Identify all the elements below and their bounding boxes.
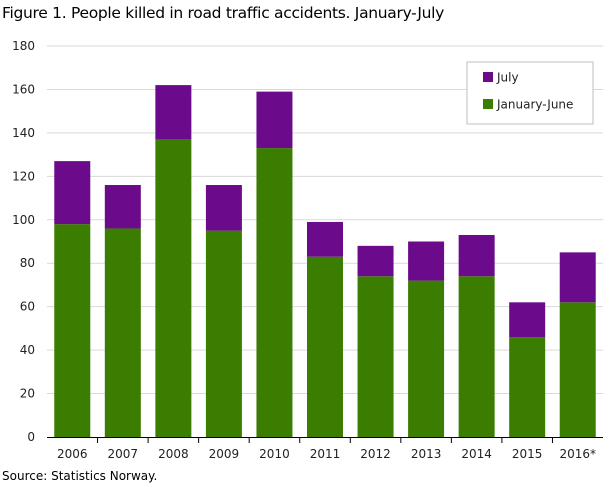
y-tick-label: 60 [20, 300, 35, 314]
bar-july-2014 [458, 234, 495, 277]
y-tick-label: 160 [12, 82, 35, 96]
y-tick-label: 20 [20, 387, 35, 401]
legend: July January-June [466, 61, 594, 125]
bar-january-june-2012 [357, 276, 394, 437]
x-tick-label: 2011 [310, 447, 341, 461]
x-tick-label: 2012 [360, 447, 391, 461]
bar-july-2009 [205, 185, 242, 231]
y-tick-label: 140 [12, 126, 35, 140]
legend-box [466, 61, 594, 125]
bar-january-june-2006 [54, 224, 91, 437]
bar-july-2015 [509, 302, 546, 338]
bar-january-june-2007 [104, 228, 141, 437]
chart-title: Figure 1. People killed in road traffic … [2, 4, 445, 22]
x-tick-labels: 2006 2007 2008 2009 2010 2011 2012 2013 2014 2015… [57, 447, 596, 461]
legend-swatch-july [483, 72, 493, 82]
x-tick-label: 2007 [108, 447, 139, 461]
bar-january-june-2011 [307, 256, 343, 437]
bar-july-2011 [307, 221, 343, 257]
bar-january-june-2013 [408, 280, 445, 437]
x-tick-label: 2015 [512, 447, 543, 461]
bar-january-june-2014 [458, 276, 495, 437]
bar-july-2008 [155, 85, 192, 140]
chart-source: Source: Statistics Norway. [2, 469, 158, 483]
x-tick-label: 2009 [209, 447, 240, 461]
x-tick-label: 2016* [559, 447, 596, 461]
bar-january-june-2016 [559, 302, 596, 437]
x-tick-label: 2014 [461, 447, 492, 461]
x-tick-label: 2006 [57, 447, 88, 461]
x-tick-label: 2010 [259, 447, 290, 461]
y-tick-label: 0 [27, 430, 35, 444]
bar-july-2006 [54, 161, 91, 225]
bar-july-2016 [559, 252, 596, 303]
x-tick-label: 2013 [411, 447, 442, 461]
bar-july-2010 [256, 91, 293, 149]
y-tick-labels: 0 20 40 60 80 100 120 140 160 180 [12, 39, 35, 444]
bar-january-june-2008 [155, 139, 192, 437]
x-tick-label: 2008 [158, 447, 189, 461]
bar-july-2013 [408, 241, 445, 281]
legend-swatch-january-june [483, 99, 493, 109]
y-tick-label: 180 [12, 39, 35, 53]
bar-january-june-2010 [256, 148, 293, 437]
bar-january-june-2015 [509, 337, 546, 437]
bars [54, 85, 596, 437]
y-tick-label: 120 [12, 169, 35, 183]
y-tick-label: 80 [20, 256, 35, 270]
axes [47, 437, 603, 443]
y-tick-label: 100 [12, 213, 35, 227]
bar-january-june-2009 [205, 230, 242, 437]
bar-july-2007 [104, 185, 141, 229]
legend-label-july: July [496, 71, 519, 85]
legend-label-january-june: January-June [496, 98, 573, 112]
bar-july-2012 [357, 245, 394, 277]
y-tick-label: 40 [20, 343, 35, 357]
